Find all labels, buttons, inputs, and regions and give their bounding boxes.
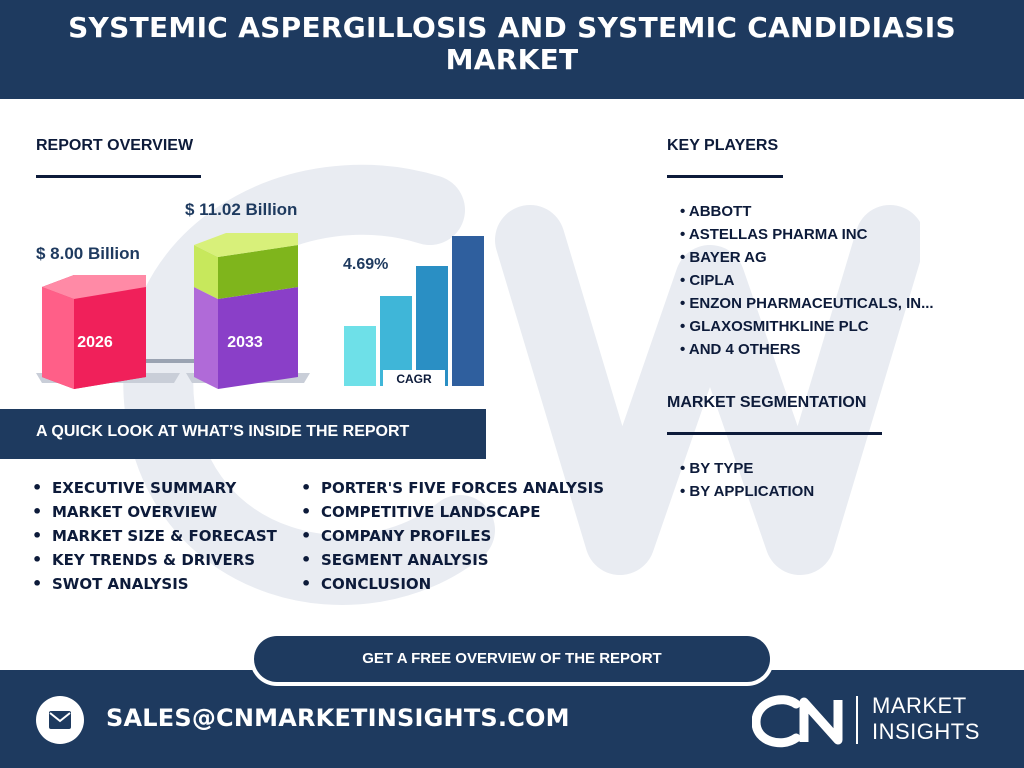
report-overview-title: REPORT OVERVIEW xyxy=(36,137,194,154)
key-players-list: • ABBOTT • ASTELLAS PHARMA INC • BAYER A… xyxy=(680,200,934,361)
year-2033-label: 2033 xyxy=(227,334,263,351)
cagr-bars-graphic xyxy=(344,236,484,386)
list-item: MARKET SIZE & FORECAST xyxy=(32,524,277,548)
cn-logo-icon xyxy=(752,695,858,748)
hex-prisms-graphic xyxy=(36,233,310,389)
list-item: • AND 4 OTHERS xyxy=(680,341,801,358)
cagr-value: 4.69% xyxy=(343,256,389,273)
page-title: SYSTEMIC ASPERGILLOSIS AND SYSTEMIC CAND… xyxy=(68,11,956,76)
value-2026: $ 8.00 Billion xyxy=(36,244,140,263)
logo-text-market: MARKET xyxy=(872,693,967,718)
mail-icon-circle[interactable] xyxy=(36,696,84,744)
list-item: MARKET OVERVIEW xyxy=(32,500,277,524)
list-item: CONCLUSION xyxy=(301,572,604,596)
value-2033: $ 11.02 Billion xyxy=(185,200,298,219)
cagr-label: CAGR xyxy=(383,370,445,388)
list-item: SWOT ANALYSIS xyxy=(32,572,277,596)
year-2026-label: 2026 xyxy=(77,334,113,351)
list-item: • GLAXOSMITHKLINE PLC xyxy=(680,318,869,335)
quick-look-banner: A QUICK LOOK AT WHAT’S INSIDE THE REPORT xyxy=(0,409,486,459)
segmentation-list: • BY TYPE • BY APPLICATION xyxy=(680,457,814,503)
logo-text-insights: INSIGHTS xyxy=(872,719,980,744)
list-item: COMPETITIVE LANDSCAPE xyxy=(301,500,604,524)
header-bar: SYSTEMIC ASPERGILLOSIS AND SYSTEMIC CAND… xyxy=(0,0,1024,99)
toc-list-left: EXECUTIVE SUMMARY MARKET OVERVIEW MARKET… xyxy=(32,476,277,596)
key-players-underline xyxy=(667,175,783,178)
list-item: PORTER'S FIVE FORCES ANALYSIS xyxy=(301,476,604,500)
list-item: • ABBOTT xyxy=(680,203,752,220)
list-item: • BAYER AG xyxy=(680,249,767,266)
list-item: EXECUTIVE SUMMARY xyxy=(32,476,277,500)
sales-email-link[interactable]: SALES@CNMARKETINSIGHTS.COM xyxy=(106,704,570,732)
list-item: • CIPLA xyxy=(680,272,735,289)
report-overview-underline xyxy=(36,175,201,178)
segmentation-underline xyxy=(667,432,882,435)
segmentation-title: MARKET SEGMENTATION xyxy=(667,394,867,411)
list-item: • BY APPLICATION xyxy=(680,483,815,500)
mail-icon xyxy=(49,711,71,729)
list-item: COMPANY PROFILES xyxy=(301,524,604,548)
quick-look-title: A QUICK LOOK AT WHAT’S INSIDE THE REPORT xyxy=(36,423,410,440)
free-overview-button[interactable]: GET A FREE OVERVIEW OF THE REPORT xyxy=(254,636,770,682)
list-item: • ASTELLAS PHARMA INC xyxy=(680,226,868,243)
list-item: • ENZON PHARMACEUTICALS, IN... xyxy=(680,295,934,312)
toc-list-right: PORTER'S FIVE FORCES ANALYSIS COMPETITIV… xyxy=(301,476,604,596)
footer-bar xyxy=(0,670,1024,768)
list-item: SEGMENT ANALYSIS xyxy=(301,548,604,572)
list-item: KEY TRENDS & DRIVERS xyxy=(32,548,277,572)
list-item: • BY TYPE xyxy=(680,460,754,477)
key-players-title: KEY PLAYERS xyxy=(667,137,779,154)
